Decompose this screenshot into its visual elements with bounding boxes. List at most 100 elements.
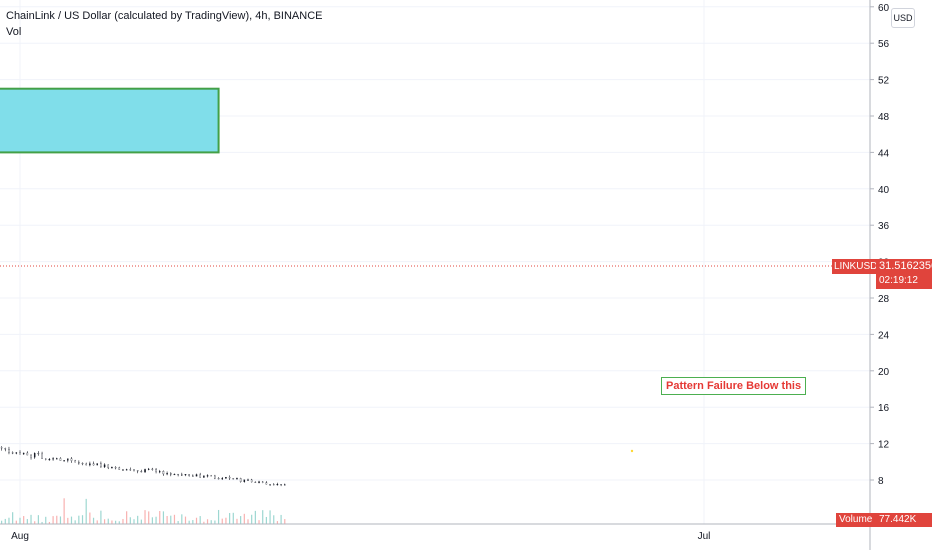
volume-bar <box>48 521 51 524</box>
volume-bar <box>140 519 142 524</box>
candle-body <box>265 482 268 485</box>
volume-bar <box>159 511 161 524</box>
volume-legend[interactable]: Vol <box>6 26 22 38</box>
price-tick-label: 44 <box>878 148 890 159</box>
volume-bar <box>144 510 146 524</box>
volume-bar <box>92 517 95 524</box>
candle-body <box>133 469 135 471</box>
volume-bar <box>122 518 124 524</box>
volume-bar <box>188 520 190 524</box>
volume-bar <box>63 498 65 524</box>
volume-bar <box>192 520 194 524</box>
volume-bar <box>225 517 227 524</box>
candle-body <box>26 452 29 456</box>
time-tick-label: Jul <box>698 531 711 542</box>
price-tick-label: 52 <box>878 76 890 87</box>
volume-bar <box>199 516 201 524</box>
candle-body <box>280 483 282 486</box>
candle-body <box>107 464 110 469</box>
candle-body <box>144 469 146 473</box>
bar-countdown: 02:19:12 <box>879 275 918 286</box>
volume-bar <box>280 514 282 524</box>
candle-body <box>11 452 14 454</box>
volume-bar <box>155 516 157 524</box>
volume-bar <box>240 516 242 524</box>
volume-bar <box>4 518 6 524</box>
volume-bar <box>115 520 117 524</box>
candle-body <box>250 479 253 483</box>
volume-bar <box>181 514 183 524</box>
candle-body <box>243 479 246 483</box>
volume-bar <box>269 510 271 524</box>
candle-body <box>254 481 257 483</box>
target-zone-box[interactable] <box>0 87 220 154</box>
marker-dot <box>630 449 634 453</box>
volume-bar <box>177 521 179 524</box>
candle-body <box>44 458 47 460</box>
candle-body <box>170 473 172 475</box>
candle-body <box>236 478 238 480</box>
candle-body <box>232 478 235 480</box>
volume-bar <box>23 516 25 524</box>
candle-body <box>92 463 95 466</box>
candle-body <box>184 474 187 476</box>
candle-body <box>155 469 157 472</box>
pattern-failure-note[interactable]: Pattern Failure Below this <box>661 377 807 395</box>
symbol-legend[interactable]: ChainLink / US Dollar (calculated by Tra… <box>6 10 323 22</box>
volume-bar <box>273 515 275 524</box>
volume-bar <box>129 517 131 524</box>
price-tick-label: 12 <box>878 440 890 451</box>
candle-body <box>258 481 260 483</box>
volume-bar <box>236 518 238 524</box>
volume-bar <box>45 516 47 524</box>
currency-badge[interactable]: USD <box>891 8 915 28</box>
volume-bar <box>133 519 135 524</box>
candle-body <box>221 478 224 480</box>
candle-body <box>19 452 21 455</box>
candle-body <box>0 447 3 449</box>
time-tick-label: Aug <box>11 531 29 542</box>
candle-body <box>228 476 231 479</box>
price-tick-label: 20 <box>878 367 890 378</box>
volume-bar <box>118 521 120 524</box>
volume-bar <box>8 517 10 524</box>
volume-bar <box>1 520 3 524</box>
volume-bar <box>232 512 234 524</box>
volume-bar <box>52 516 54 524</box>
candle-body <box>122 469 124 471</box>
candle-body <box>89 463 91 466</box>
volume-bar <box>243 513 245 524</box>
candle-body <box>125 469 128 471</box>
candle-body <box>188 474 190 477</box>
candle-body <box>217 478 220 480</box>
volume-bar <box>247 519 249 524</box>
candle-body <box>70 458 73 461</box>
volume-bar <box>19 517 21 524</box>
candle-body <box>136 470 139 472</box>
volume-bar <box>37 515 39 524</box>
candle-body <box>85 463 87 466</box>
price-tick-label: 24 <box>878 330 890 341</box>
candle-body <box>225 476 227 479</box>
candle-body <box>103 464 106 468</box>
candle-body <box>33 452 36 458</box>
candle-body <box>81 462 84 465</box>
volume-name-tag: Volume <box>836 513 876 527</box>
candle-body <box>272 484 275 486</box>
candle-body <box>269 484 271 486</box>
volume-bar <box>162 511 165 524</box>
candle-body <box>114 467 117 469</box>
volume-bar <box>89 512 91 524</box>
last-price-tag: 31.51623561 02:19:12 <box>876 259 932 289</box>
candle-body <box>162 471 165 475</box>
candle-body <box>140 471 143 473</box>
price-tick-label: 36 <box>878 221 890 232</box>
volume-bar <box>96 520 98 524</box>
volume-bar <box>251 514 253 524</box>
price-tick-label: 28 <box>878 294 890 305</box>
volume-bar <box>173 514 176 524</box>
volume-bar <box>30 514 32 524</box>
volume-bar <box>258 520 260 524</box>
